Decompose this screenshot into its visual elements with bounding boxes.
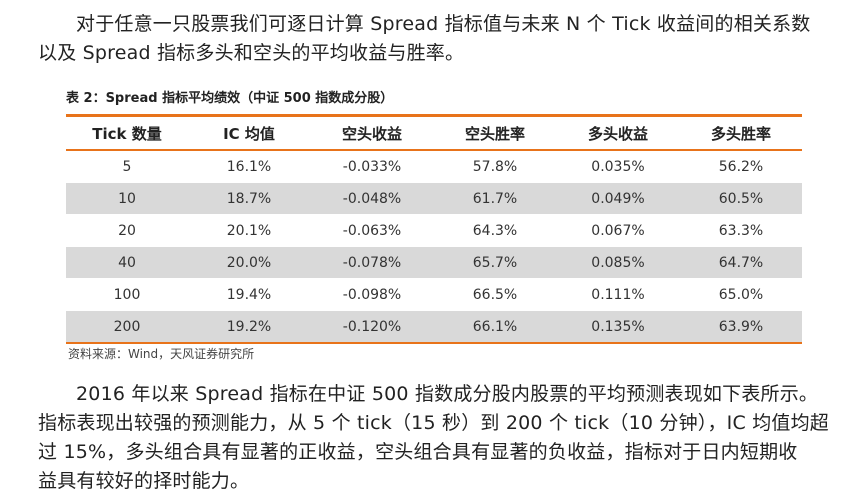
cell-long-return: 0.049% [556, 182, 680, 215]
cell-ic-mean: 18.7% [188, 182, 310, 215]
cell-short-return: -0.048% [310, 182, 434, 215]
performance-table: Tick 数量 IC 均值 空头收益 空头胜率 多头收益 多头胜率 5 16.1… [66, 114, 802, 344]
cell-tick-count: 100 [66, 278, 188, 311]
cell-short-winrate: 61.7% [434, 182, 556, 215]
cell-tick-count: 200 [66, 310, 188, 344]
cell-ic-mean: 19.2% [188, 310, 310, 344]
table-source-note: 资料来源：Wind，天风证券研究所 [68, 347, 255, 361]
cell-long-winrate: 65.0% [680, 278, 802, 311]
cell-ic-mean: 16.1% [188, 150, 310, 183]
header-tick-count: Tick 数量 [66, 114, 188, 151]
table-caption: 表 2：Spread 指标平均绩效（中证 500 指数成分股） [66, 91, 394, 106]
table-header-row: Tick 数量 IC 均值 空头收益 空头胜率 多头收益 多头胜率 [66, 114, 802, 151]
cell-long-return: 0.111% [556, 278, 680, 311]
header-short-return: 空头收益 [310, 114, 434, 151]
cell-long-return: 0.067% [556, 214, 680, 247]
header-long-return: 多头收益 [556, 114, 680, 151]
intro-line-2: 以及 Spread 指标多头和空头的平均收益与胜率。 [38, 42, 465, 64]
cell-short-return: -0.098% [310, 278, 434, 311]
summary-line-2: 指标表现出较强的预测能力，从 5 个 tick（15 秒）到 200 个 tic… [38, 412, 829, 434]
cell-short-return: -0.063% [310, 214, 434, 247]
summary-line-1: 2016 年以来 Spread 指标在中证 500 指数成分股内股票的平均预测表… [76, 383, 819, 405]
table-row: 10 18.7% -0.048% 61.7% 0.049% 60.5% [66, 182, 802, 215]
cell-tick-count: 5 [66, 150, 188, 183]
summary-line-4: 益具有较好的择时能力。 [38, 470, 250, 492]
table-row: 20 20.1% -0.063% 64.3% 0.067% 63.3% [66, 214, 802, 247]
cell-short-winrate: 66.5% [434, 278, 556, 311]
cell-short-winrate: 66.1% [434, 310, 556, 344]
cell-short-return: -0.078% [310, 246, 434, 279]
cell-ic-mean: 20.0% [188, 246, 310, 279]
cell-long-winrate: 63.9% [680, 310, 802, 344]
cell-ic-mean: 20.1% [188, 214, 310, 247]
cell-long-winrate: 63.3% [680, 214, 802, 247]
intro-line-1: 对于任意一只股票我们可逐日计算 Spread 指标值与未来 N 个 Tick 收… [76, 13, 811, 35]
cell-short-winrate: 64.3% [434, 214, 556, 247]
cell-long-return: 0.035% [556, 150, 680, 183]
summary-line-3: 过 15%，多头组合具有显著的正收益，空头组合具有显著的负收益，指标对于日内短期… [38, 441, 798, 463]
cell-long-winrate: 60.5% [680, 182, 802, 215]
cell-tick-count: 40 [66, 246, 188, 279]
table-row: 40 20.0% -0.078% 65.7% 0.085% 64.7% [66, 246, 802, 279]
cell-long-winrate: 64.7% [680, 246, 802, 279]
header-long-winrate: 多头胜率 [680, 114, 802, 151]
intro-paragraph: 对于任意一只股票我们可逐日计算 Spread 指标值与未来 N 个 Tick 收… [38, 10, 828, 68]
cell-short-return: -0.033% [310, 150, 434, 183]
summary-paragraph: 2016 年以来 Spread 指标在中证 500 指数成分股内股票的平均预测表… [38, 380, 829, 496]
header-short-winrate: 空头胜率 [434, 114, 556, 151]
cell-long-return: 0.135% [556, 310, 680, 344]
cell-short-winrate: 65.7% [434, 246, 556, 279]
cell-short-return: -0.120% [310, 310, 434, 344]
table-row: 100 19.4% -0.098% 66.5% 0.111% 65.0% [66, 278, 802, 311]
cell-tick-count: 10 [66, 182, 188, 215]
cell-short-winrate: 57.8% [434, 150, 556, 183]
header-ic-mean: IC 均值 [188, 114, 310, 151]
table-row: 200 19.2% -0.120% 66.1% 0.135% 63.9% [66, 310, 802, 344]
cell-long-winrate: 56.2% [680, 150, 802, 183]
cell-ic-mean: 19.4% [188, 278, 310, 311]
cell-tick-count: 20 [66, 214, 188, 247]
cell-long-return: 0.085% [556, 246, 680, 279]
table-row: 5 16.1% -0.033% 57.8% 0.035% 56.2% [66, 150, 802, 183]
